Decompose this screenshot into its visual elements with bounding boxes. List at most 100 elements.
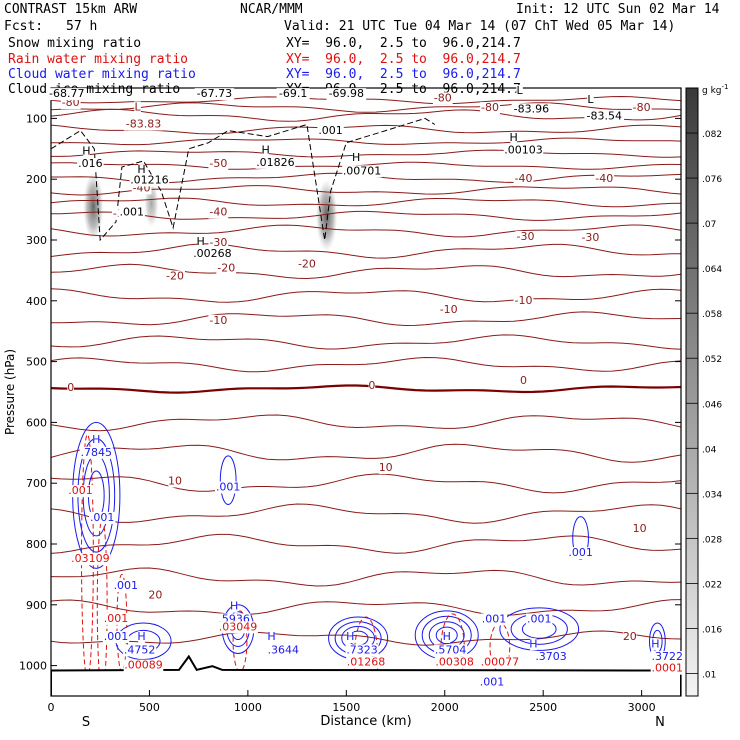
model-title: CONTRAST 15km ARW	[4, 2, 138, 17]
cloud-water-label: .001	[527, 612, 552, 625]
isotherm-label: 10	[633, 522, 647, 535]
cloud-water-label: .001	[90, 511, 115, 524]
temperature-isotherm	[51, 443, 681, 463]
colorbar-tick-label: .016	[702, 625, 722, 635]
isotherm-label-bg	[208, 237, 229, 250]
isotherm-label-bg	[208, 158, 229, 171]
temperature-isotherm	[51, 567, 681, 587]
cloud-water-label: .001	[482, 612, 507, 625]
y-tick-label: 200	[26, 173, 47, 186]
valid-time: Valid: 21 UTC Tue 04 Mar 14 (07 ChT Wed …	[284, 19, 676, 34]
cloud-water-label-bg	[443, 631, 451, 644]
extremum-label-bg	[262, 144, 269, 157]
y-tick-label: 500	[26, 356, 47, 369]
extremum-label: .00701	[343, 164, 382, 177]
cloud-water-label: H	[651, 637, 659, 650]
cloud-water-label-bg	[102, 631, 130, 644]
cloud-water-label-bg	[79, 446, 113, 459]
cloud-water-label: .001	[104, 630, 129, 643]
temperature-isotherm	[51, 334, 681, 350]
cloud-water-label-bg	[268, 631, 275, 644]
cloud-ice-outline	[51, 117, 436, 242]
x-tick-label: 0	[48, 701, 55, 714]
rain-water-label: .00308	[435, 656, 474, 669]
extremum-label-bg	[503, 144, 544, 157]
colorbar-tick-label: .04	[702, 445, 717, 455]
extremum-label: .01826	[256, 156, 295, 169]
isotherm-label: 10	[379, 461, 393, 474]
rain-water-label-bg	[67, 485, 94, 498]
isotherm-label: -20	[166, 270, 184, 283]
extremum-label: -69.98	[329, 87, 364, 100]
colorbar-tick-label: .064	[702, 265, 722, 275]
isotherm-label: -40	[595, 172, 613, 185]
plot-frame	[50, 87, 682, 697]
cloud-water-label-bg	[480, 613, 508, 626]
colorbar-tick-label: .076	[702, 175, 722, 185]
cloud-water-label: H	[267, 630, 275, 643]
temperature-isotherm	[51, 288, 681, 303]
isotherm-label: 0	[520, 374, 527, 387]
rain-water-label: .0001	[651, 662, 683, 675]
isotherm-label: 0	[67, 381, 74, 394]
cloud-water-label: .001	[480, 676, 505, 689]
cloud-water-label: .7845	[81, 446, 113, 459]
snow-ice-maximum	[315, 179, 338, 252]
extremum-label-bg	[516, 85, 523, 98]
rain-water-label: .01268	[347, 656, 386, 669]
extremum-label-bg	[192, 248, 233, 261]
rain-water-label-bg	[346, 656, 386, 669]
isotherm-label-bg	[208, 206, 229, 219]
colorbar-tick-label: .082	[702, 130, 722, 140]
extremum-label: .001	[119, 206, 144, 219]
y-tick-label: 300	[26, 234, 47, 247]
extremum-label-bg	[342, 165, 382, 178]
extremum-label: L	[587, 93, 594, 106]
rain-water-label-bg	[218, 621, 258, 634]
isotherm-label-bg	[168, 475, 182, 488]
extremum-label: .016	[78, 157, 103, 170]
rain-water-label: .001	[68, 484, 93, 497]
rain-water-label-bg	[650, 662, 684, 675]
extremum-label: H	[82, 144, 90, 157]
isotherm-label-bg	[631, 102, 652, 115]
colorbar	[685, 87, 699, 697]
cloud-water-label: H	[529, 637, 537, 650]
cloud-water-label-bg	[88, 511, 116, 524]
cloud-water-label-bg	[650, 651, 684, 664]
field-xy-cloud-water: XY= 96.0, 2.5 to 96.0,214.7	[286, 67, 521, 82]
isotherm-label-bg	[513, 294, 534, 307]
freezing-level-isotherm	[51, 384, 681, 394]
extremum-label: L	[516, 84, 523, 97]
temperature-isotherm	[51, 197, 681, 208]
temperature-isotherm	[51, 311, 681, 327]
temperature-isotherm	[51, 149, 681, 158]
extremum-label-bg	[46, 88, 87, 101]
colorbar-tick-label: .034	[702, 490, 722, 500]
extremum-label-bg	[276, 88, 310, 101]
cloud-water-label-bg	[346, 631, 354, 644]
field-label-rain: Rain water mixing ratio	[8, 52, 189, 67]
extremum-label-bg	[511, 103, 552, 116]
extremum-label-bg	[255, 156, 296, 169]
temperature-isotherm	[51, 161, 681, 170]
forecast-label: Fcst:	[4, 19, 44, 34]
rain-water-label: .001	[104, 612, 129, 625]
isotherm-label: -50	[209, 157, 227, 170]
extremum-label: H	[510, 131, 518, 144]
cloud-water-label-bg	[345, 644, 379, 657]
isotherm-label: 10	[168, 474, 182, 487]
temperature-isotherm	[51, 263, 681, 280]
extremum-label-bg	[510, 131, 517, 144]
extremum-label: .001	[318, 124, 343, 137]
rain-water-label: .03049	[219, 620, 258, 633]
x-tick-label: 2500	[529, 701, 557, 714]
cloud-water-label: H	[137, 630, 145, 643]
y-tick-label: 700	[26, 477, 47, 490]
y-axis-title: Pressure (hPa)	[3, 349, 17, 435]
cloud-water-label-bg	[92, 434, 100, 447]
colorbar-tick-label: .028	[702, 535, 722, 545]
extremum-label-bg	[317, 125, 344, 138]
isotherm-label-bg	[438, 303, 459, 316]
center-label: NCAR/MMM	[240, 2, 303, 17]
